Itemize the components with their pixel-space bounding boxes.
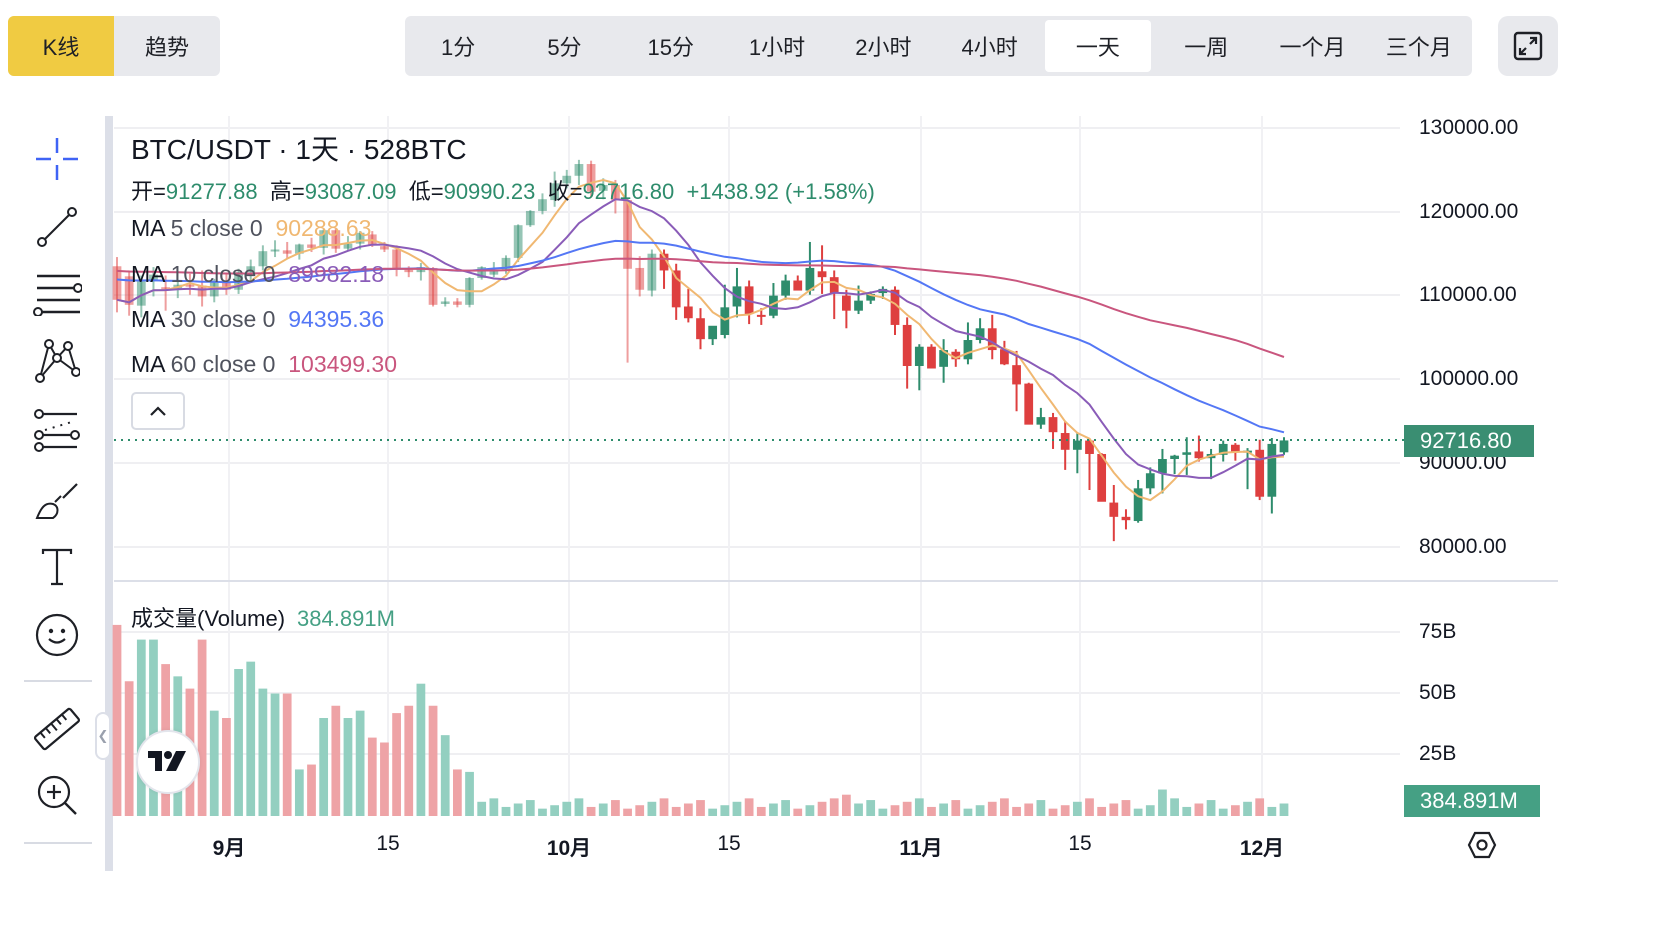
crosshair-icon: [36, 138, 78, 180]
emoji-icon: [35, 613, 79, 657]
chevron-up-icon: [150, 406, 166, 416]
horizontal-lines-tool[interactable]: [28, 264, 86, 322]
time-axis-label: 15: [717, 832, 741, 855]
trend-line-icon: [37, 207, 77, 247]
ma-value: 94395.36: [288, 306, 385, 332]
volume-axis-label: 50B: [1419, 681, 1457, 704]
ma-legend-row[interactable]: MA 60 close 0 103499.30: [131, 351, 397, 377]
ruler-tool[interactable]: [28, 700, 86, 758]
emoji-tool[interactable]: [28, 606, 86, 664]
time-axis-label: 15: [1068, 832, 1092, 855]
interval-tab-9[interactable]: 三个月: [1385, 35, 1452, 60]
settings-hexagon-icon: [1467, 831, 1497, 859]
tradingview-logo-icon: [148, 751, 186, 771]
text-tool[interactable]: [28, 538, 86, 596]
price-axis-label: 100000.00: [1419, 367, 1519, 390]
fib-retracement-tool[interactable]: [28, 402, 86, 460]
price-axis-label: 110000.00: [1419, 283, 1517, 306]
interval-tab-1[interactable]: 5分: [547, 35, 582, 60]
current-price-tag: 92716.80: [1404, 425, 1534, 457]
time-axis-label: 15: [376, 832, 400, 855]
ma-legend-row[interactable]: MA 5 close 0 90288.63: [131, 215, 372, 241]
crosshair-tool[interactable]: [28, 130, 86, 188]
ohlc-values: 开=91277.88 高=93087.09 低=90990.23 收=92716…: [131, 179, 875, 204]
ma-value: 103499.30: [288, 351, 397, 377]
volume-value: 384.891M: [297, 606, 395, 631]
time-axis-label: 9月: [212, 837, 246, 860]
brush-tool[interactable]: [28, 472, 86, 530]
sidebar-border: [105, 116, 113, 871]
brush-icon: [35, 483, 78, 519]
ma-legend-row[interactable]: MA 10 close 0 89982.18: [131, 261, 385, 287]
chart-legend: BTC/USDT · 1天 · 528BTC 开=91277.88 高=9308…: [131, 128, 875, 206]
open-value: 91277.88: [165, 179, 258, 204]
time-axis-label: 12月: [1239, 837, 1285, 860]
close-value: 92716.80: [582, 179, 675, 204]
time-axis-label: 10月: [546, 837, 592, 860]
zoom-in-tool[interactable]: [28, 766, 86, 824]
chart-type-1[interactable]: 趋势: [144, 35, 189, 60]
fib-retracement-icon: [34, 409, 80, 452]
drawing-toolbar: [0, 110, 106, 870]
collapse-legend-button[interactable]: [131, 392, 185, 430]
zoom-in-icon: [37, 775, 77, 815]
change-value: +1438.92 (+1.58%): [686, 179, 875, 204]
price-axis-label: 120000.00: [1419, 200, 1519, 223]
sidebar-divider: [24, 680, 92, 682]
interval-tab-4[interactable]: 2小时: [855, 35, 912, 60]
current-volume-tag: 384.891M: [1404, 785, 1540, 817]
collapse-sidebar-button[interactable]: ❮: [95, 712, 111, 760]
volume-axis-label: 25B: [1419, 742, 1457, 765]
low-value: 90990.23: [443, 179, 536, 204]
pattern-icon: [35, 339, 80, 383]
volume-title: 成交量(Volume): [131, 606, 286, 631]
text-icon: [41, 548, 73, 586]
chart-settings-button[interactable]: [1464, 828, 1500, 862]
fullscreen-button[interactable]: [1498, 16, 1558, 76]
interval-tab-8[interactable]: 一个月: [1279, 35, 1346, 60]
chevron-left-icon: ❮: [97, 728, 109, 743]
interval-tab-2[interactable]: 15分: [647, 35, 694, 60]
high-value: 93087.09: [304, 179, 397, 204]
interval-tab-5[interactable]: 4小时: [961, 35, 1018, 60]
interval-tab-3[interactable]: 1小时: [748, 35, 806, 60]
symbol-title: BTC/USDT · 1天 · 528BTC: [131, 134, 467, 165]
price-axis-label: 130000.00: [1419, 116, 1519, 139]
volume-axis-label: 75B: [1419, 620, 1457, 643]
ma-legend-row[interactable]: MA 30 close 0 94395.36: [131, 306, 385, 332]
horizontal-lines-icon: [33, 274, 82, 316]
ma-value: 90288.63: [275, 215, 372, 241]
expand-icon: [1513, 31, 1543, 61]
ruler-icon: [33, 707, 81, 751]
tradingview-logo[interactable]: [136, 730, 200, 794]
interval-switch: 1分 5分 15分 1小时 2小时 4小时 一天 一周 一个月 三个月: [405, 16, 1472, 76]
pattern-tool[interactable]: [28, 332, 86, 390]
chart-type-switch: K线 趋势: [8, 16, 220, 76]
price-axis-label: 80000.00: [1419, 535, 1507, 558]
chart-type-0[interactable]: K线: [8, 16, 114, 76]
volume-legend: 成交量(Volume) 384.891M: [131, 601, 395, 633]
interval-tab-7[interactable]: 一周: [1184, 35, 1229, 60]
interval-tab-0[interactable]: 1分: [441, 35, 476, 60]
time-axis-label: 11月: [899, 837, 943, 860]
trend-line-tool[interactable]: [28, 198, 86, 256]
sidebar-divider: [24, 842, 92, 844]
ma-value: 89982.18: [288, 261, 385, 287]
interval-tab-6[interactable]: 一天: [1044, 20, 1152, 72]
